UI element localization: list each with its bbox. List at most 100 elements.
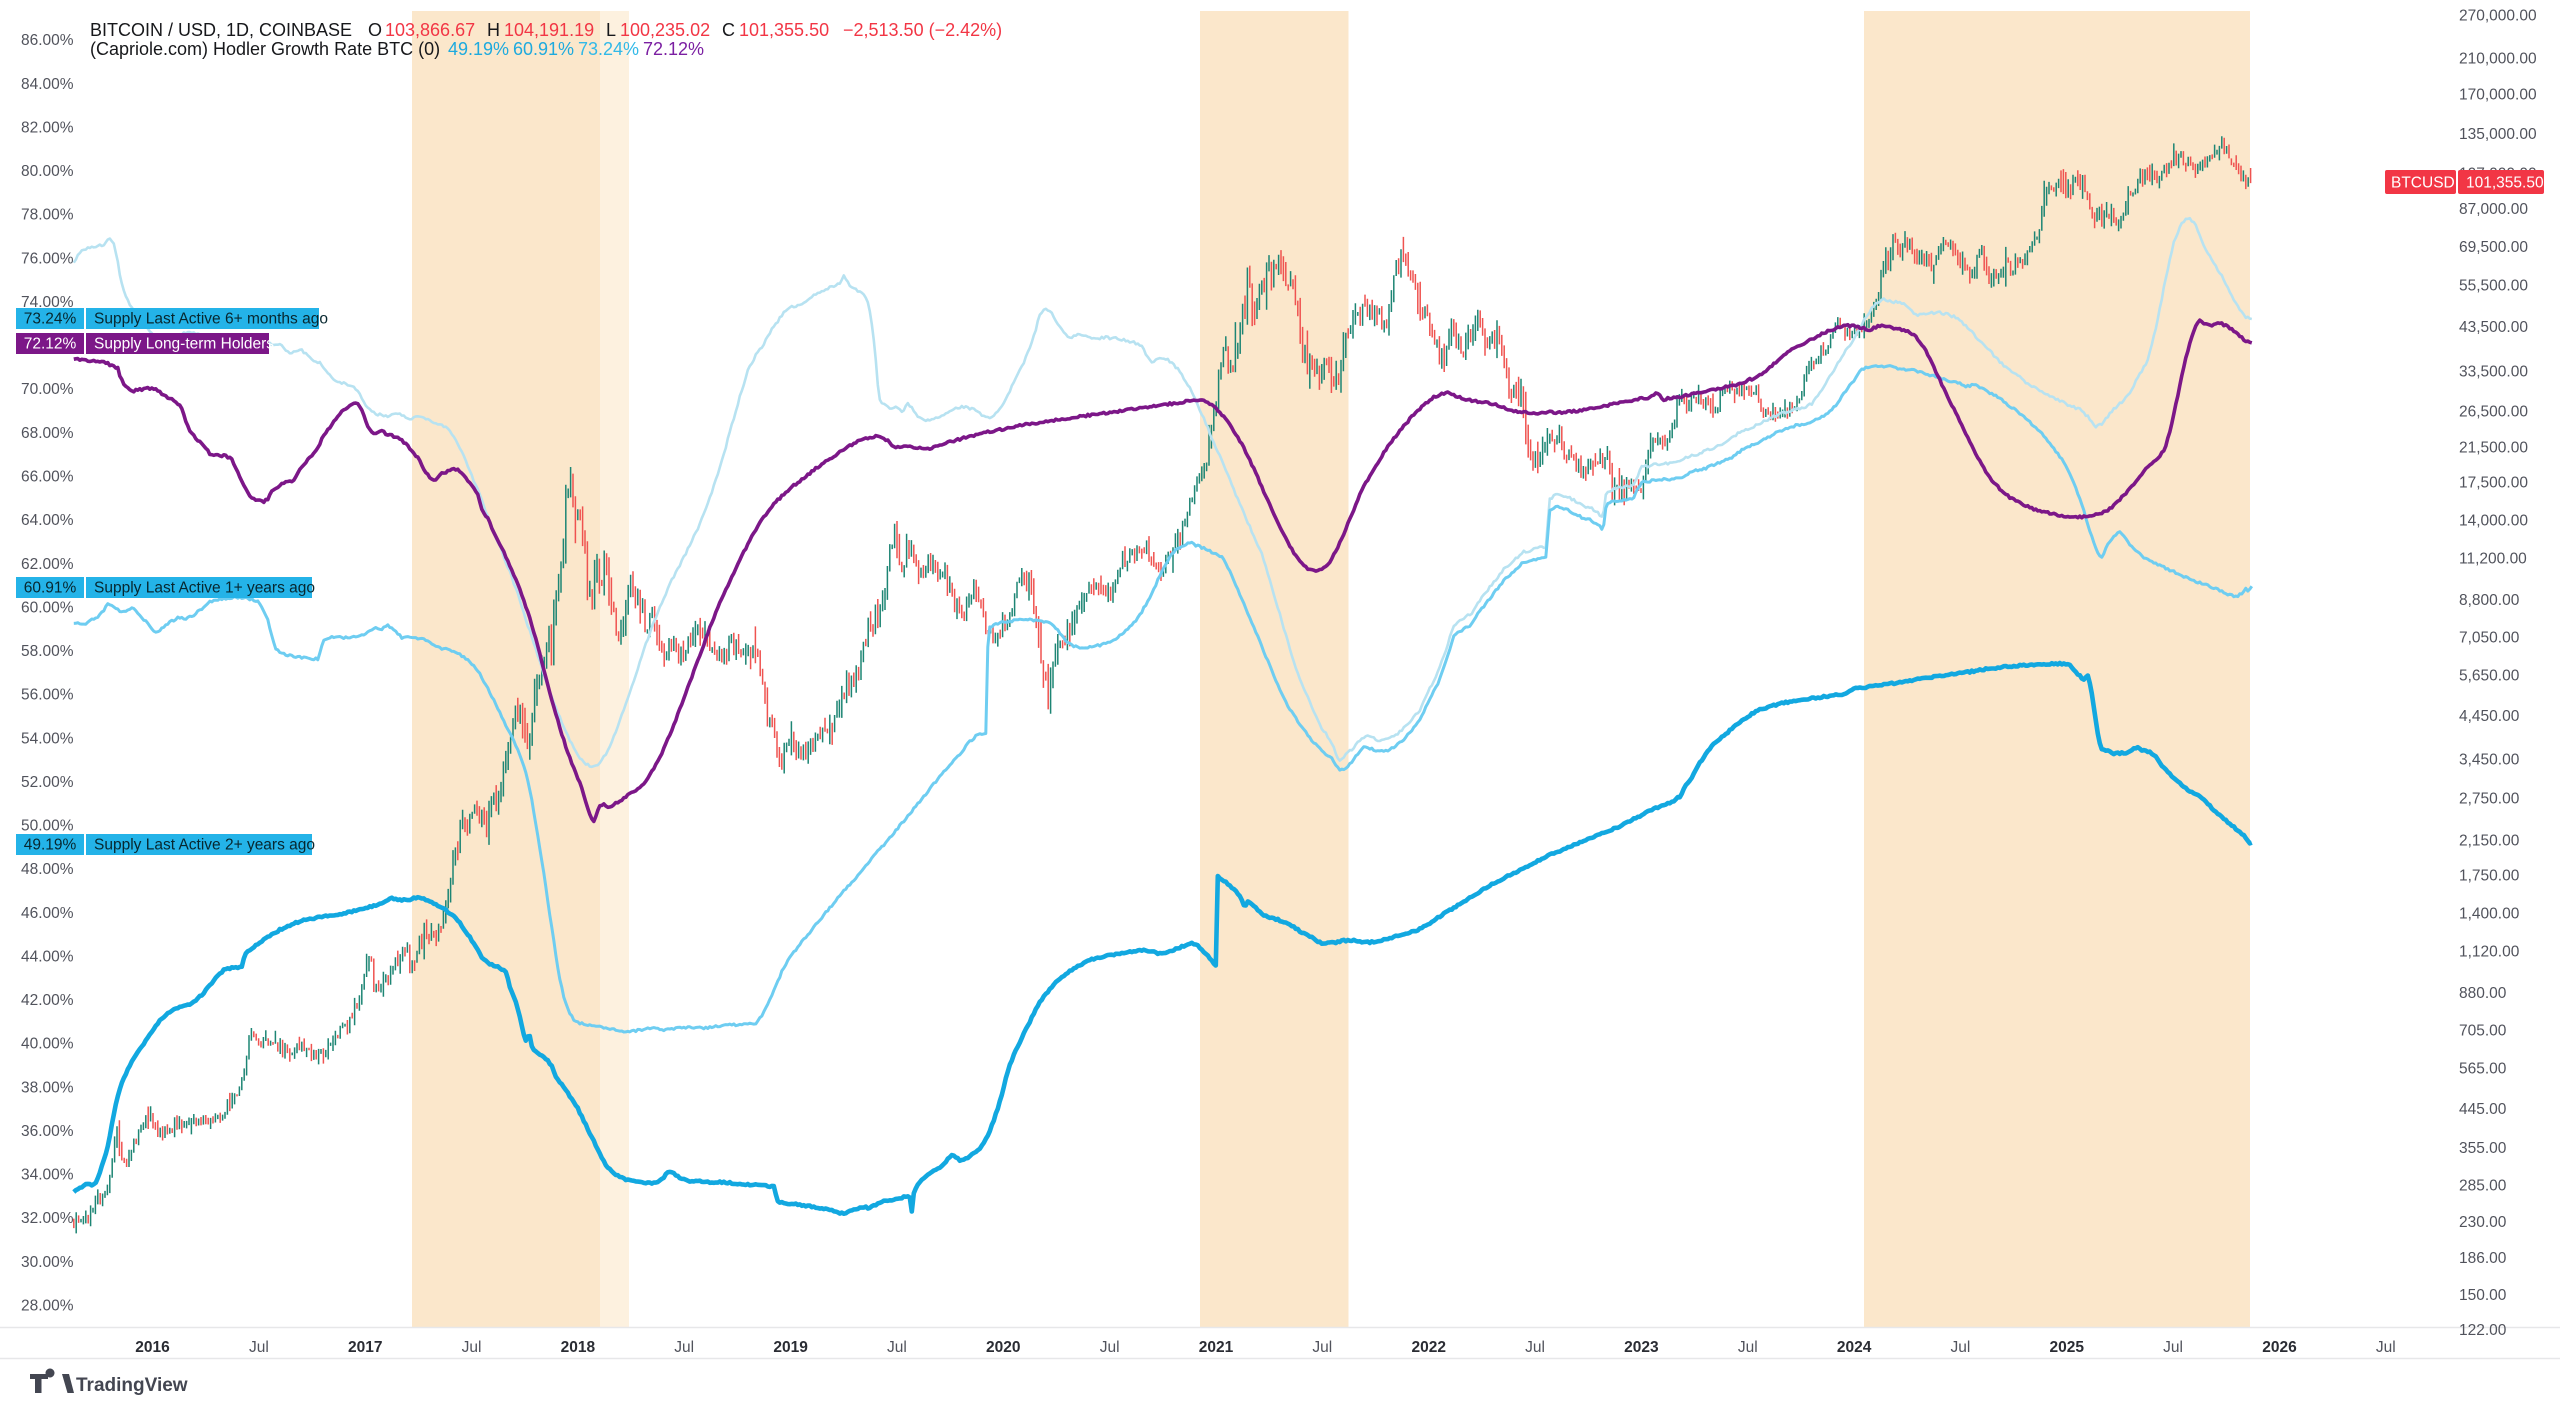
svg-text:2022: 2022 — [1411, 1339, 1445, 1356]
svg-text:43,500.00: 43,500.00 — [2459, 319, 2528, 336]
svg-text:60.00%: 60.00% — [21, 599, 74, 616]
svg-text:Jul: Jul — [249, 1339, 269, 1356]
svg-text:49.19%: 49.19% — [448, 39, 509, 59]
svg-text:170,000.00: 170,000.00 — [2459, 87, 2537, 104]
svg-text:78.00%: 78.00% — [21, 207, 74, 224]
svg-text:Supply Last Active 6+ months a: Supply Last Active 6+ months ago — [94, 311, 328, 328]
svg-text:2026: 2026 — [2262, 1339, 2297, 1356]
svg-text:26,500.00: 26,500.00 — [2459, 404, 2528, 421]
svg-text:52.00%: 52.00% — [21, 774, 74, 791]
svg-text:Jul: Jul — [887, 1339, 907, 1356]
svg-text:70.00%: 70.00% — [21, 381, 74, 398]
svg-text:36.00%: 36.00% — [21, 1123, 74, 1140]
svg-text:4,450.00: 4,450.00 — [2459, 708, 2520, 725]
svg-text:Jul: Jul — [2376, 1339, 2396, 1356]
svg-text:38.00%: 38.00% — [21, 1079, 74, 1096]
svg-text:46.00%: 46.00% — [21, 905, 74, 922]
svg-text:Jul: Jul — [674, 1339, 694, 1356]
svg-text:355.00: 355.00 — [2459, 1140, 2507, 1157]
svg-text:50.00%: 50.00% — [21, 818, 74, 835]
svg-text:2,750.00: 2,750.00 — [2459, 790, 2520, 807]
svg-text:84.00%: 84.00% — [21, 76, 74, 93]
svg-text:BITCOIN / USD, 1D, COINBASE: BITCOIN / USD, 1D, COINBASE — [90, 20, 352, 40]
svg-text:60.91%: 60.91% — [513, 39, 574, 59]
svg-text:34.00%: 34.00% — [21, 1167, 74, 1184]
svg-text:103,866.67: 103,866.67 — [385, 20, 475, 40]
svg-text:66.00%: 66.00% — [21, 469, 74, 486]
svg-text:2,150.00: 2,150.00 — [2459, 832, 2520, 849]
svg-text:1,120.00: 1,120.00 — [2459, 944, 2520, 961]
svg-text:49.19%: 49.19% — [24, 837, 77, 854]
svg-text:Jul: Jul — [1312, 1339, 1332, 1356]
svg-text:Jul: Jul — [2163, 1339, 2183, 1356]
svg-text:14,000.00: 14,000.00 — [2459, 513, 2528, 530]
svg-text:H: H — [487, 20, 500, 40]
svg-text:2021: 2021 — [1199, 1339, 1234, 1356]
svg-text:2025: 2025 — [2050, 1339, 2085, 1356]
svg-text:2018: 2018 — [561, 1339, 596, 1356]
svg-text:60.91%: 60.91% — [24, 580, 77, 597]
svg-text:82.00%: 82.00% — [21, 120, 74, 137]
svg-text:705.00: 705.00 — [2459, 1023, 2507, 1040]
svg-text:73.24%: 73.24% — [24, 311, 77, 328]
svg-text:2017: 2017 — [348, 1339, 382, 1356]
svg-text:1,750.00: 1,750.00 — [2459, 868, 2520, 885]
svg-text:Jul: Jul — [462, 1339, 482, 1356]
svg-text:2023: 2023 — [1624, 1339, 1659, 1356]
svg-text:58.00%: 58.00% — [21, 643, 74, 660]
svg-text:32.00%: 32.00% — [21, 1210, 74, 1227]
svg-text:42.00%: 42.00% — [21, 992, 74, 1009]
svg-text:150.00: 150.00 — [2459, 1287, 2507, 1304]
svg-text:76.00%: 76.00% — [21, 250, 74, 267]
svg-text:C: C — [722, 20, 735, 40]
svg-text:2019: 2019 — [773, 1339, 808, 1356]
svg-text:O: O — [368, 20, 382, 40]
svg-text:880.00: 880.00 — [2459, 985, 2507, 1002]
svg-text:210,000.00: 210,000.00 — [2459, 50, 2537, 67]
svg-text:230.00: 230.00 — [2459, 1214, 2507, 1231]
svg-text:445.00: 445.00 — [2459, 1101, 2507, 1118]
svg-text:Supply Last Active 2+ years ag: Supply Last Active 2+ years ago — [94, 837, 315, 854]
svg-text:135,000.00: 135,000.00 — [2459, 126, 2537, 143]
svg-text:2020: 2020 — [986, 1339, 1020, 1356]
svg-text:40.00%: 40.00% — [21, 1036, 74, 1053]
svg-text:101,355.50: 101,355.50 — [2466, 175, 2544, 192]
svg-text:62.00%: 62.00% — [21, 556, 74, 573]
svg-text:73.24%: 73.24% — [578, 39, 639, 59]
svg-text:Supply Last Active 1+ years ag: Supply Last Active 1+ years ago — [94, 580, 315, 597]
svg-text:270,000.00: 270,000.00 — [2459, 8, 2537, 25]
svg-text:L: L — [606, 20, 616, 40]
svg-text:2024: 2024 — [1837, 1339, 1872, 1356]
svg-text:(Capriole.com) Hodler Growth R: (Capriole.com) Hodler Growth Rate BTC (0… — [90, 39, 440, 59]
svg-text:285.00: 285.00 — [2459, 1177, 2507, 1194]
svg-text:7,050.00: 7,050.00 — [2459, 630, 2520, 647]
svg-text:17,500.00: 17,500.00 — [2459, 475, 2528, 492]
svg-text:33,500.00: 33,500.00 — [2459, 364, 2528, 381]
svg-text:186.00: 186.00 — [2459, 1250, 2507, 1267]
svg-text:74.00%: 74.00% — [21, 294, 74, 311]
svg-text:Jul: Jul — [1950, 1339, 1970, 1356]
svg-text:72.12%: 72.12% — [643, 39, 704, 59]
svg-text:56.00%: 56.00% — [21, 687, 74, 704]
svg-text:30.00%: 30.00% — [21, 1254, 74, 1271]
svg-text:Supply Long-term Holders: Supply Long-term Holders — [94, 336, 274, 353]
svg-text:122.00: 122.00 — [2459, 1322, 2507, 1339]
svg-text:8,800.00: 8,800.00 — [2459, 592, 2520, 609]
svg-text:104,191.19: 104,191.19 — [504, 20, 594, 40]
svg-text:101,355.50: 101,355.50 — [739, 20, 829, 40]
svg-text:TradingView: TradingView — [76, 1375, 188, 1396]
svg-text:100,235.02: 100,235.02 — [620, 20, 710, 40]
svg-text:565.00: 565.00 — [2459, 1061, 2507, 1078]
svg-text:21,500.00: 21,500.00 — [2459, 439, 2528, 456]
svg-text:68.00%: 68.00% — [21, 425, 74, 442]
svg-text:72.12%: 72.12% — [24, 336, 77, 353]
svg-text:80.00%: 80.00% — [21, 163, 74, 180]
svg-text:44.00%: 44.00% — [21, 948, 74, 965]
svg-text:1,400.00: 1,400.00 — [2459, 906, 2520, 923]
svg-text:64.00%: 64.00% — [21, 512, 74, 529]
svg-text:Jul: Jul — [1738, 1339, 1758, 1356]
svg-text:69,500.00: 69,500.00 — [2459, 239, 2528, 256]
svg-text:BTCUSD: BTCUSD — [2391, 175, 2455, 192]
svg-text:Jul: Jul — [1525, 1339, 1545, 1356]
svg-text:−2,513.50 (−2.42%): −2,513.50 (−2.42%) — [843, 20, 1002, 40]
